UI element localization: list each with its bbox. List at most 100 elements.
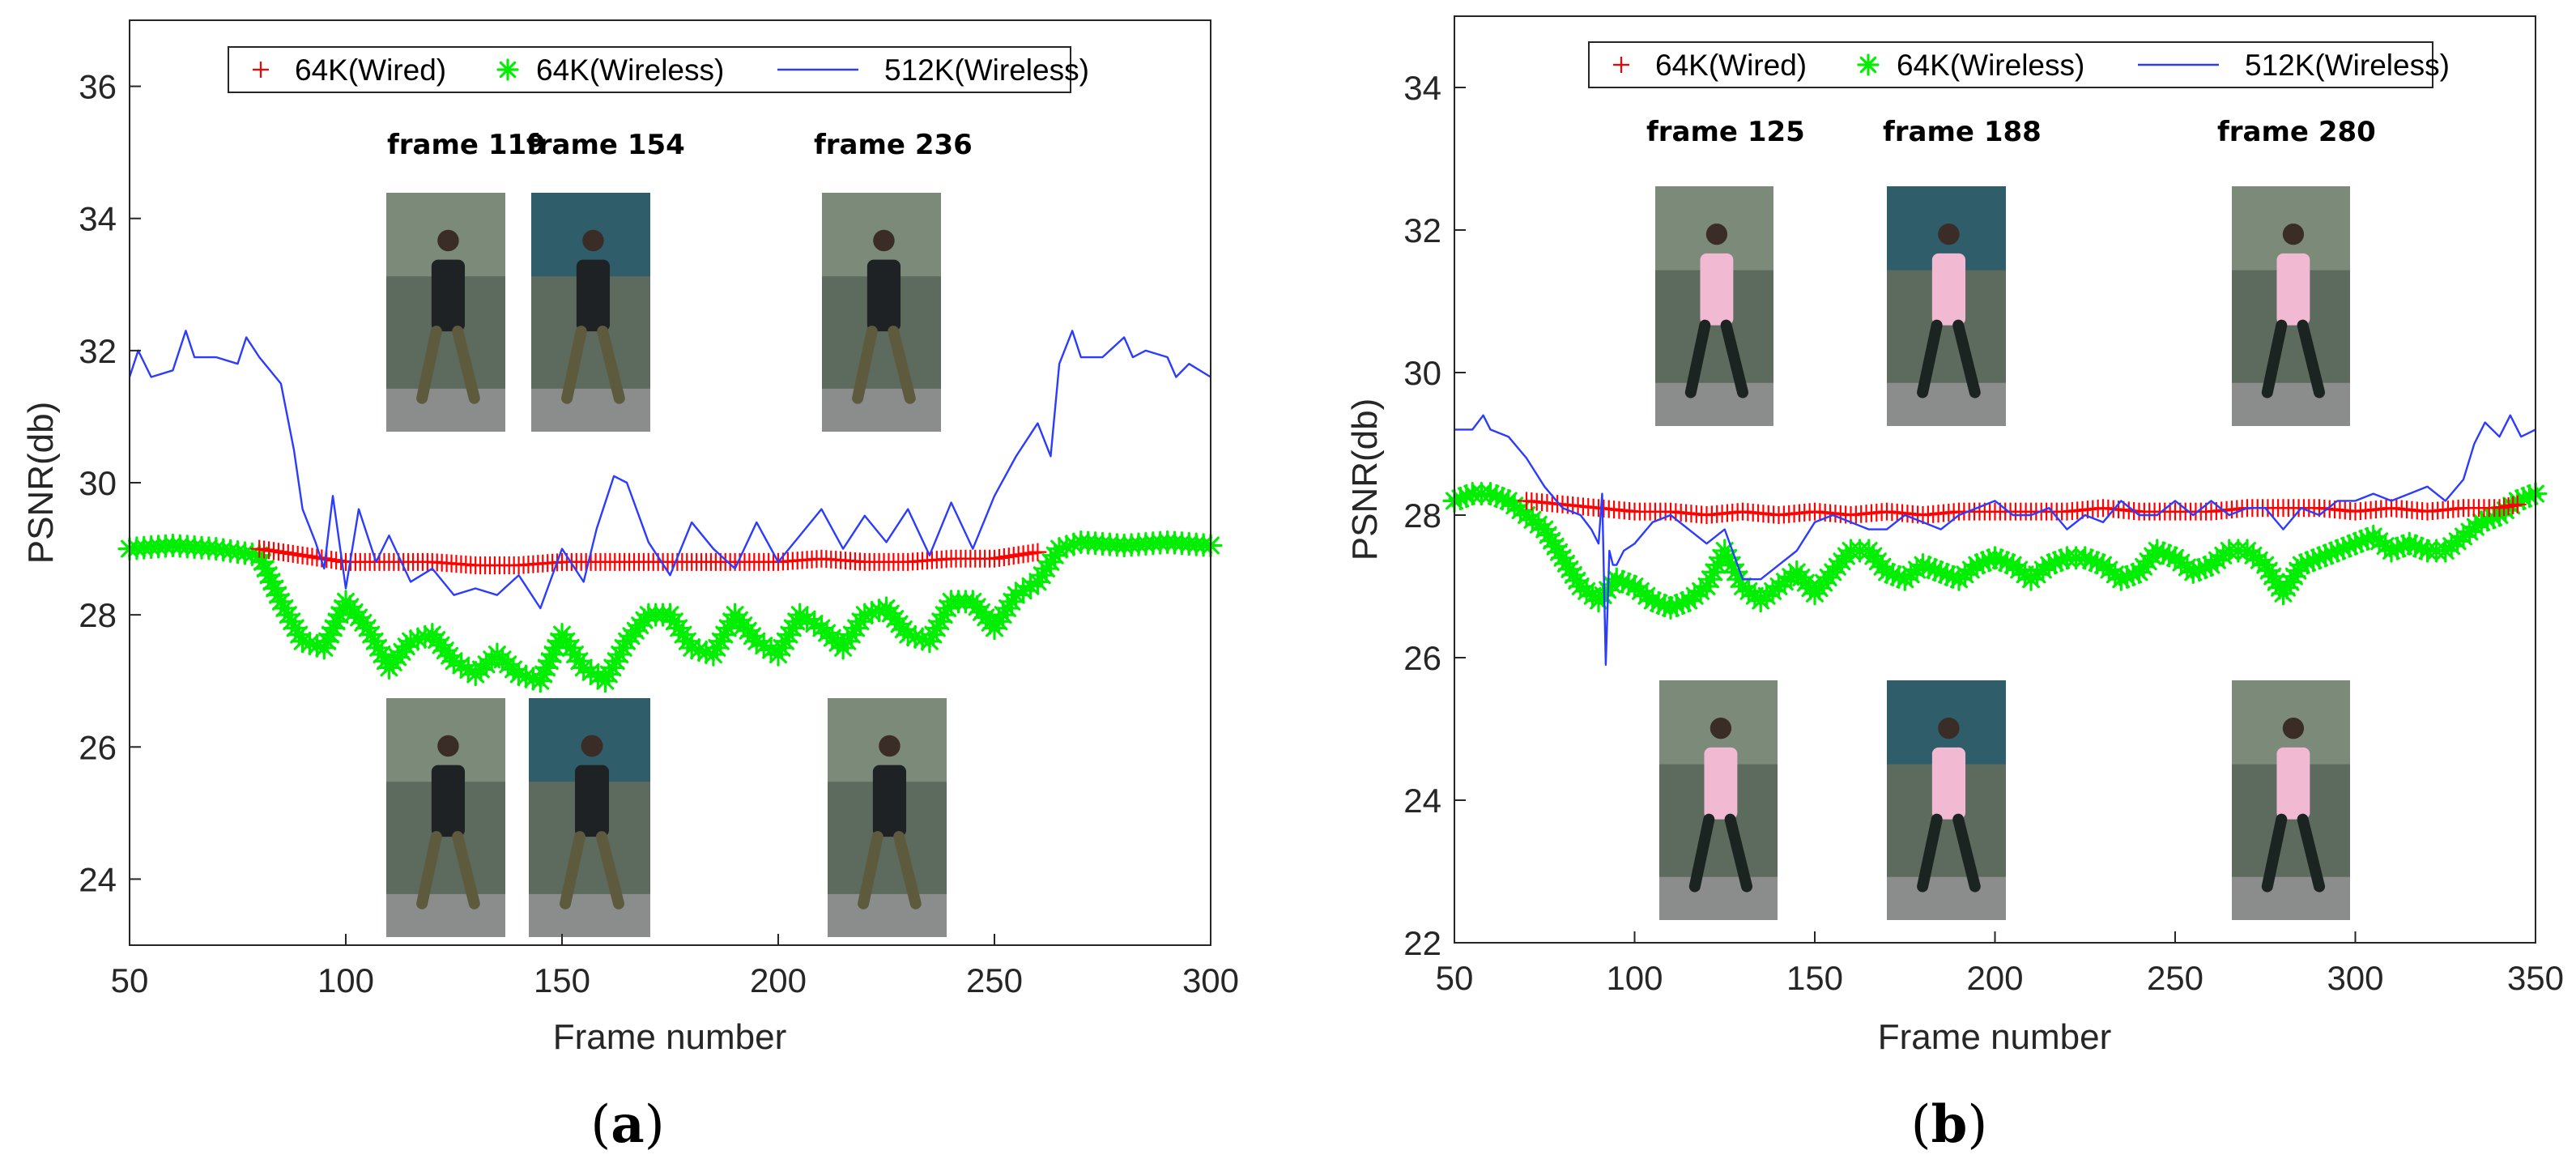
x-tick-label: 250 — [2147, 959, 2203, 997]
series-marker — [1935, 562, 1959, 586]
series-marker — [269, 590, 293, 614]
thumbnail-ground — [2232, 382, 2350, 426]
x-tick-label: 300 — [1182, 961, 1239, 999]
x-tick-label: 200 — [1966, 959, 2023, 997]
person-torso — [2276, 747, 2310, 820]
series-marker — [1561, 563, 1586, 587]
y-tick-label: 32 — [1403, 211, 1441, 249]
series-marker — [853, 603, 877, 627]
series-marker — [441, 649, 466, 673]
series-marker — [1028, 543, 1047, 561]
y-tick-label: 28 — [79, 596, 117, 634]
series-marker — [1604, 567, 1629, 591]
series-marker — [995, 596, 1020, 620]
series-marker — [2385, 536, 2410, 560]
series-marker — [2121, 562, 2145, 586]
series-marker — [579, 660, 603, 684]
series-marker — [1043, 543, 1067, 568]
person-head — [1938, 717, 1960, 739]
frame-thumbnail — [1655, 186, 1773, 426]
thumbnail-ground — [386, 893, 505, 937]
series-marker — [896, 623, 920, 647]
legend-marker — [1613, 57, 1629, 73]
frame-label: frame 125 — [1646, 116, 1805, 148]
series-marker — [567, 649, 591, 673]
frame-thumbnail — [529, 698, 650, 937]
series-marker — [679, 636, 704, 660]
series-marker — [1030, 563, 1054, 587]
series-marker — [315, 629, 339, 654]
series-marker — [540, 642, 565, 667]
series-marker — [2397, 531, 2421, 556]
series-marker — [2289, 553, 2314, 577]
panel-label: (b) — [1911, 1094, 1988, 1155]
series-marker — [1547, 540, 1571, 565]
x-axis-label: Frame number — [1878, 1017, 2112, 1057]
frame-thumbnail — [1659, 680, 1778, 920]
series-marker — [259, 569, 284, 594]
series-marker — [2331, 536, 2356, 560]
frame-label: frame 188 — [1883, 116, 2042, 148]
series-marker — [769, 636, 794, 660]
y-tick-label: 24 — [79, 860, 117, 898]
series-marker — [2337, 534, 2361, 558]
series-marker — [550, 623, 574, 647]
series-marker — [257, 563, 281, 587]
series-marker — [1018, 574, 1043, 599]
series-marker — [1716, 546, 1740, 570]
series-marker — [1054, 535, 1079, 559]
person-head — [1710, 718, 1732, 739]
frame-thumbnail — [1887, 680, 2006, 920]
series-marker — [2181, 560, 2205, 584]
frame-thumbnail — [828, 698, 947, 937]
series-marker — [1965, 553, 1989, 577]
tick-layer-b: 50 100 150 200 250 300 350 22 24 26 28 30 32 34 — [1403, 69, 2564, 997]
series-marker — [2295, 551, 2319, 575]
panel-label: (a) — [590, 1094, 664, 1155]
person-legs — [1917, 813, 1981, 893]
person-legs — [416, 326, 480, 404]
series-marker — [860, 600, 884, 625]
thumbnail-ground — [1655, 382, 1773, 426]
y-tick-label: 32 — [79, 332, 117, 370]
series-marker — [283, 616, 308, 641]
series-marker — [2193, 555, 2217, 580]
series-marker — [999, 590, 1024, 614]
x-tick-label: 200 — [750, 961, 807, 999]
person-legs — [852, 326, 916, 404]
series-marker — [2260, 565, 2284, 589]
series-marker — [406, 627, 430, 651]
x-tick-label: 250 — [966, 961, 1023, 999]
person-legs — [561, 326, 625, 404]
series-marker — [666, 616, 691, 641]
series-marker — [781, 616, 805, 641]
person-torso — [575, 765, 609, 837]
series-marker — [2084, 551, 2110, 575]
series-line — [128, 330, 1211, 610]
legend-a: 64K(Wired) 64K(Wireless) 512K(Wireless) — [228, 46, 1089, 93]
series-marker — [398, 629, 423, 654]
series-marker — [528, 669, 552, 693]
series-marker — [600, 655, 624, 680]
series-marker — [531, 662, 556, 687]
x-tick-label: 300 — [2327, 959, 2383, 997]
series-marker — [1550, 546, 1575, 570]
legend-symbol-wireless-64k — [1857, 53, 1880, 76]
series-marker — [928, 609, 952, 633]
series-marker — [1062, 532, 1086, 556]
series-marker — [1940, 565, 1965, 589]
series-marker — [507, 662, 531, 687]
series-marker — [272, 596, 296, 620]
x-tick-label: 350 — [2507, 959, 2564, 997]
series-marker — [604, 649, 628, 673]
series-marker — [513, 664, 539, 688]
series-marker — [1565, 569, 1589, 593]
thumbnail-ground — [1887, 382, 2006, 426]
person-head — [2282, 718, 2305, 739]
y-tick-label: 22 — [1403, 924, 1441, 962]
series-marker — [1723, 560, 1748, 584]
legend-label-wired: 64K(Wired) — [1655, 49, 1807, 82]
series-marker — [2517, 484, 2542, 509]
y-tick-label: 34 — [1403, 69, 1441, 107]
series-marker — [321, 616, 346, 641]
